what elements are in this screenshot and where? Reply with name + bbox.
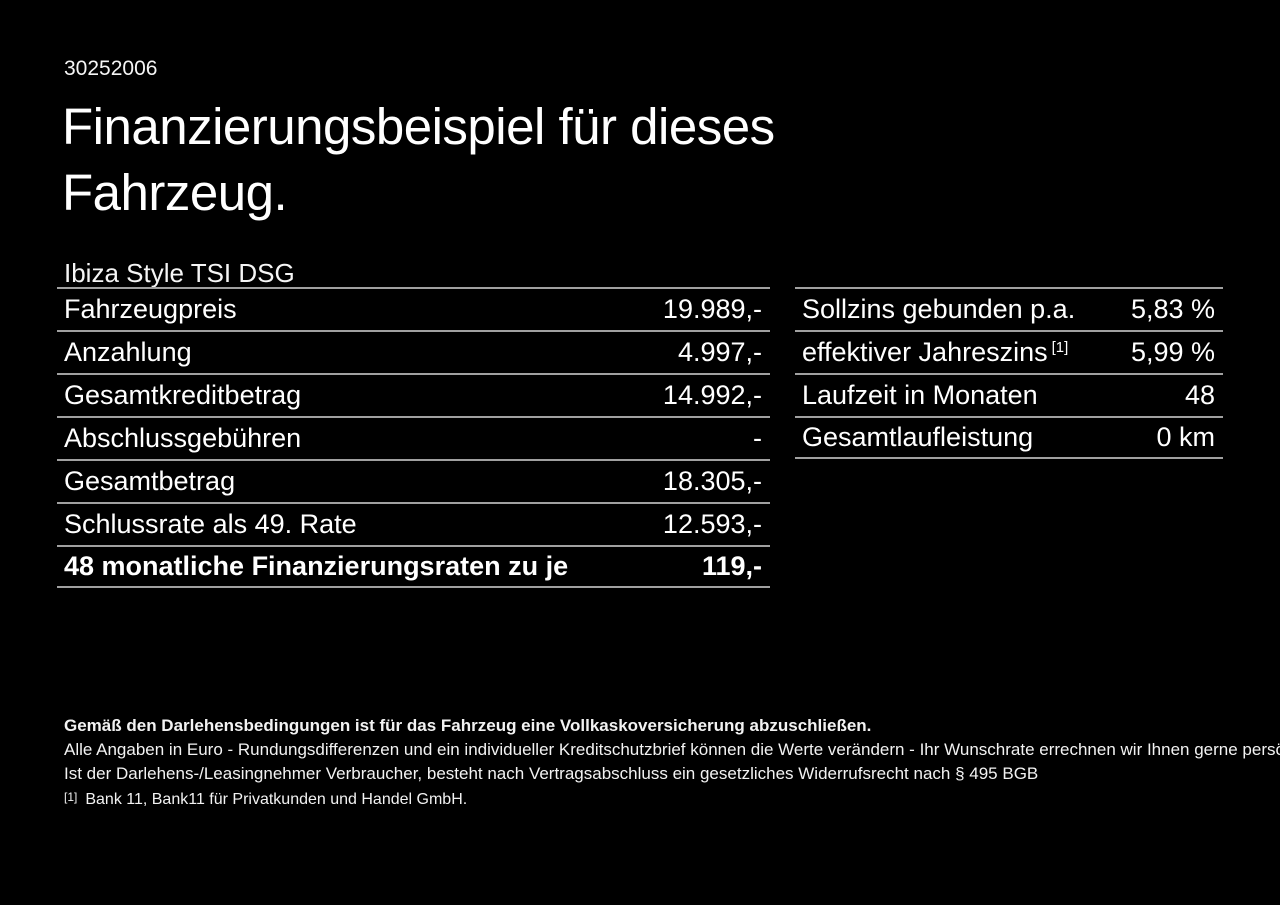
insurance-note: Gemäß den Darlehensbedingungen ist für d…	[64, 716, 872, 735]
financing-row-value: 12.593,-	[662, 509, 762, 539]
financing-row: Fahrzeugpreis 19.989,-	[57, 287, 770, 330]
financing-row: Anzahlung 4.997,-	[57, 330, 770, 373]
financing-row: Abschlussgebühren -	[57, 416, 770, 459]
financing-row-value: 19.989,-	[662, 294, 762, 324]
financing-row-label: Abschlussgebühren	[64, 423, 302, 453]
financing-row-monthly-rate: 48 monatliche Finanzierungsraten zu je 1…	[57, 545, 770, 588]
financing-row-value: -	[753, 423, 762, 453]
footnote: [1] Bank 11, Bank11 für Privatkunden und …	[64, 790, 1220, 809]
vehicle-model: Ibiza Style TSI DSG	[64, 258, 295, 288]
footnote-marker: [1]	[64, 790, 78, 804]
conditions-row: Gesamtlaufleistung 0 km	[795, 416, 1223, 459]
financing-row: Gesamtbetrag 18.305,-	[57, 459, 770, 502]
financing-row-value: 4.997,-	[677, 337, 762, 367]
financing-table: Fahrzeugpreis 19.989,- Anzahlung 4.997,-…	[57, 287, 770, 588]
conditions-row-label: effektiver Jahreszins [1]	[802, 337, 1068, 368]
financing-row-value: 119,-	[701, 551, 762, 581]
conditions-row-label: Gesamtlaufleistung	[802, 422, 1034, 452]
financing-row-value: 14.992,-	[662, 380, 762, 410]
footnote-reference-marker: [1]	[1051, 339, 1069, 356]
conditions-row: Laufzeit in Monaten 48	[795, 373, 1223, 416]
footnote-text: Bank 11, Bank11 für Privatkunden und Han…	[85, 791, 468, 808]
disclaimer-line-2: Ist der Darlehens-/Leasingnehmer Verbrau…	[64, 764, 1039, 783]
conditions-row-label-text: effektiver Jahreszins	[802, 337, 1048, 367]
document-id: 30252006	[64, 57, 158, 80]
financing-row: Gesamtkreditbetrag 14.992,-	[57, 373, 770, 416]
financing-row-label: Fahrzeugpreis	[64, 294, 237, 324]
conditions-row: effektiver Jahreszins [1] 5,99 %	[795, 330, 1223, 373]
financing-row-value: 18.305,-	[662, 466, 762, 496]
conditions-row-value: 5,99 %	[1130, 337, 1215, 367]
page-title: Finanzierungsbeispiel für dieses Fahrzeu…	[62, 98, 775, 221]
financing-row-label: 48 monatliche Finanzierungsraten zu je	[64, 551, 569, 581]
disclaimer-line-1: Alle Angaben in Euro - Rundungsdifferenz…	[64, 740, 1280, 759]
conditions-row: Sollzins gebunden p.a. 5,83 %	[795, 287, 1223, 330]
conditions-row-value: 5,83 %	[1130, 294, 1215, 324]
conditions-row-value: 0 km	[1156, 422, 1215, 452]
conditions-table: Sollzins gebunden p.a. 5,83 % effektiver…	[795, 287, 1223, 459]
financing-row-label: Gesamtbetrag	[64, 466, 236, 496]
conditions-row-value: 48	[1184, 380, 1215, 410]
financing-row-label: Anzahlung	[64, 337, 192, 367]
conditions-row-label: Sollzins gebunden p.a.	[802, 294, 1076, 324]
financing-row-label: Schlussrate als 49. Rate	[64, 509, 357, 539]
financing-row: Schlussrate als 49. Rate 12.593,-	[57, 502, 770, 545]
conditions-row-label: Laufzeit in Monaten	[802, 380, 1038, 410]
financing-row-label: Gesamtkreditbetrag	[64, 380, 302, 410]
